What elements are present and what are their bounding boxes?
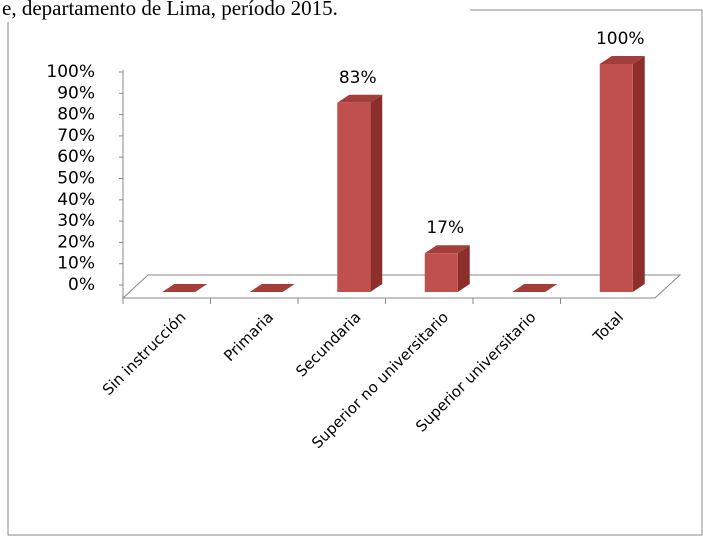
bar-side	[632, 56, 645, 292]
bar	[337, 94, 383, 292]
x-tick-label: Secundaria	[292, 308, 364, 380]
bar-top	[599, 56, 645, 64]
y-tick-label: 40%	[57, 190, 95, 210]
bar-top	[337, 94, 383, 103]
bar	[599, 56, 645, 292]
y-tick-label: 0%	[68, 275, 95, 295]
x-tick-label: Sin instrucción	[99, 308, 190, 399]
y-tick-label: 90%	[57, 83, 95, 103]
bar-top	[162, 284, 208, 292]
value-label: 100%	[596, 29, 645, 49]
header-text: e, departamento de Lima, período 2015.	[2, 0, 338, 20]
value-label: 83%	[339, 68, 377, 88]
bar-side	[457, 245, 470, 292]
value-label: 17%	[426, 218, 464, 238]
y-tick-label: 50%	[57, 169, 95, 189]
bar	[249, 284, 295, 292]
bar-top	[512, 284, 558, 292]
y-tick-label: 100%	[46, 62, 95, 82]
bar	[162, 284, 208, 292]
y-tick-label: 20%	[57, 232, 95, 252]
y-tick-label: 70%	[57, 126, 95, 146]
header-background	[0, 0, 470, 22]
bar-side	[370, 94, 383, 292]
bar	[512, 284, 558, 292]
bar-front	[337, 102, 371, 292]
x-tick-label: Total	[589, 308, 627, 346]
bar-front	[599, 64, 633, 292]
y-tick-label: 60%	[57, 147, 95, 167]
y-tick-label: 10%	[57, 254, 95, 274]
bar-top	[424, 245, 470, 254]
floor	[121, 274, 682, 299]
bar	[424, 245, 470, 292]
bar-front	[424, 253, 458, 292]
x-tick-label: Primaria	[220, 308, 277, 365]
bar-top	[249, 284, 295, 292]
y-tick-label: 30%	[57, 211, 95, 231]
y-tick-label: 80%	[57, 105, 95, 125]
